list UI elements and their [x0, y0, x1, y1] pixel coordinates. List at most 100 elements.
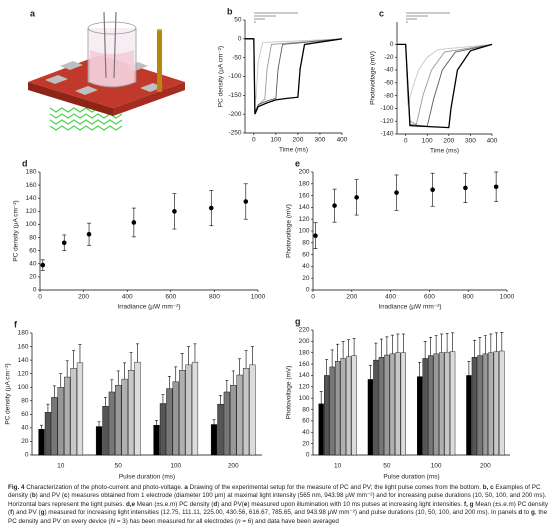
y-tick-label: 100: [299, 395, 310, 402]
point: [172, 209, 177, 214]
caption-text: ) and PV (: [12, 509, 41, 517]
y-tick-label: 20: [21, 438, 29, 445]
x-tick-label: 1000: [500, 294, 515, 301]
bar: [127, 370, 135, 456]
panel: 0 20 40 60 80 100 120 140 160 180 0 200 400 600 800 100…: [13, 158, 266, 310]
bar: [466, 375, 472, 456]
y-tick-label: -60: [384, 80, 394, 87]
y-tick-label: 100: [26, 221, 37, 228]
trace: [245, 38, 343, 113]
point: [493, 184, 499, 190]
x-axis-label: Time (ms): [279, 147, 308, 154]
x-tick-label: 400: [337, 137, 348, 144]
bar: [340, 358, 346, 456]
caption-text: Examples of PC density (: [8, 484, 541, 500]
y-tick-label: 180: [26, 169, 37, 176]
caption-text: ) measured upon illumination with 10 ms …: [247, 500, 465, 508]
bar: [249, 364, 256, 456]
y-axis-label: Photovoltage (mV): [286, 204, 293, 258]
bar: [134, 361, 141, 456]
point: [430, 187, 435, 192]
y-tick-label: 20: [302, 440, 310, 447]
point: [313, 233, 318, 239]
x-axis-label: Irradiance (µW mm⁻²): [117, 304, 180, 311]
x-tick-label: 200: [346, 294, 357, 301]
y-tick-label: 60: [302, 251, 310, 258]
caption-text: f, g: [464, 500, 474, 508]
panel-label: e: [295, 158, 300, 168]
y-tick-label: -150: [228, 92, 241, 99]
bar: [378, 357, 385, 456]
caption-text: a: [184, 484, 188, 491]
x-tick-label: 400: [122, 294, 133, 301]
y-tick-label: 50: [234, 17, 242, 24]
y-axis-label: PC density (µA cm⁻²): [5, 363, 12, 424]
y-tick-label: -200: [228, 111, 241, 118]
bar: [373, 359, 379, 456]
y-tick-label: 120: [18, 370, 29, 377]
trace: [245, 38, 343, 100]
y-tick-label: 220: [299, 327, 310, 334]
y-tick-label: 140: [299, 204, 310, 211]
caption-text: ) measured for increasing light intensit…: [44, 509, 519, 517]
bar: [76, 362, 84, 456]
y-tick-label: 180: [299, 349, 310, 356]
point: [394, 190, 399, 195]
y-tick-label: 120: [26, 208, 37, 215]
y-tick-label: -140: [380, 131, 393, 138]
point: [332, 203, 337, 208]
bar: [334, 361, 341, 456]
y-tick-label: 140: [299, 372, 310, 379]
caption-text: ) measures obtained from 1 electrode (di…: [8, 492, 547, 508]
x-axis-label: Time (ms): [430, 148, 459, 155]
caption-text: N: [110, 517, 116, 525]
x-tick-label: 800: [209, 294, 220, 301]
panel-label: a: [30, 8, 36, 18]
bar: [433, 353, 439, 456]
bar: [172, 381, 179, 456]
bar: [153, 424, 160, 456]
y-tick-label: -250: [228, 130, 241, 137]
x-tick-label: 600: [165, 294, 176, 301]
y-tick-label: 200: [299, 169, 310, 176]
bar: [185, 364, 192, 456]
bar: [488, 352, 494, 456]
y-tick-label: 40: [29, 260, 37, 267]
caption-text: ) and PV(: [217, 500, 244, 508]
bar: [236, 374, 243, 456]
y-tick-label: 120: [299, 216, 310, 223]
bar: [230, 384, 237, 456]
x-tick-label: 10: [334, 463, 342, 470]
caption-text: e: [243, 500, 248, 508]
caption: Fig. 4 Characterization of the photo-cur…: [8, 484, 548, 526]
panel: 0 20 40 60 80 100 120 140 160 180 Pulse duration (…: [5, 319, 262, 481]
point: [354, 195, 359, 200]
x-tick-label: 100: [170, 463, 181, 470]
x-tick-label: 400: [487, 138, 498, 145]
point: [463, 185, 468, 191]
bar: [417, 376, 423, 456]
trace: [397, 43, 493, 126]
panel: -140 -120 -100 -80 -60 -40 -20 0 0 100 200 300 400 Ti…: [370, 8, 498, 154]
y-tick-label: 180: [18, 330, 29, 337]
caption-text: c: [64, 492, 68, 500]
y-tick-label: -120: [380, 118, 393, 125]
bar: [422, 358, 428, 456]
bar: [38, 429, 45, 456]
caption-text: = 3) has been measured for all electrode…: [115, 517, 238, 525]
panel-label: c: [379, 8, 384, 18]
panel: 0 20 40 60 80 100 120 140 160 180 200 0 200 400 600 800…: [286, 158, 515, 310]
trace: [397, 43, 493, 106]
bar: [57, 387, 64, 456]
y-tick-label: 0: [390, 41, 394, 48]
point: [243, 199, 249, 204]
y-axis-label: Photovoltage (mV): [286, 366, 293, 420]
x-tick-label: 100: [422, 138, 433, 145]
y-tick-label: 0: [306, 452, 310, 459]
x-tick-label: 50: [115, 463, 123, 470]
y-tick-label: 80: [302, 406, 310, 413]
y-tick-label: -20: [384, 54, 394, 61]
y-tick-label: 0: [306, 287, 310, 294]
caption-text: d: [213, 500, 218, 508]
